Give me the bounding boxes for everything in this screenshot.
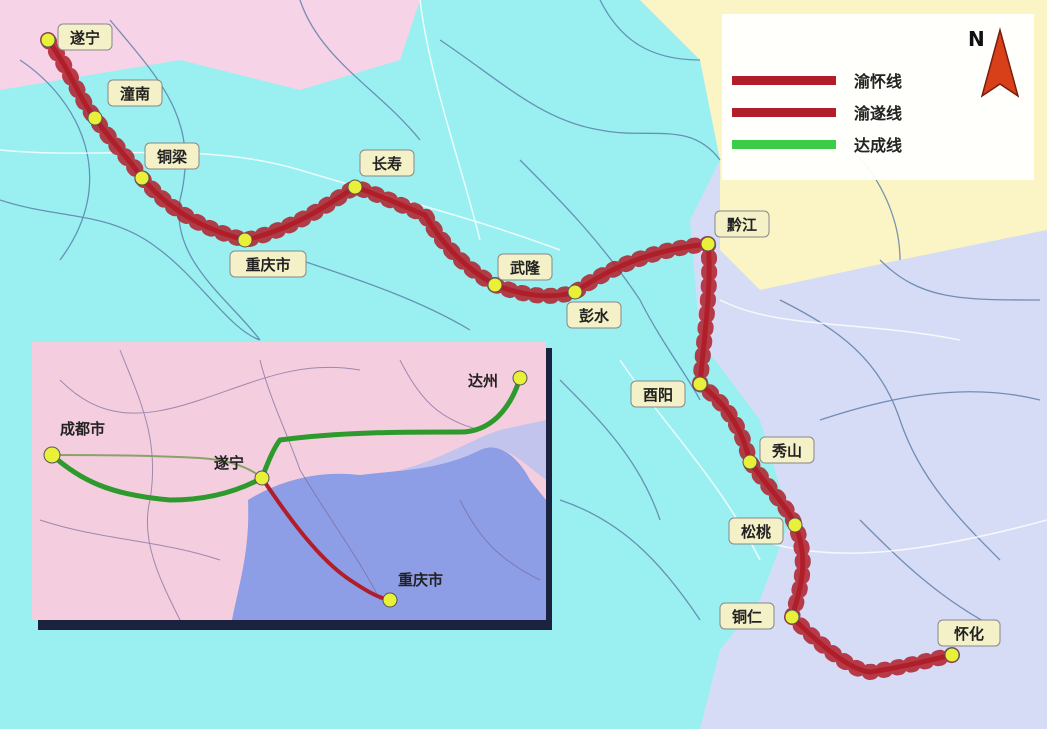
- station-pengshui[interactable]: 彭水: [566, 284, 622, 329]
- north-label: N: [968, 27, 985, 51]
- legend-swatch-yuhuai: [732, 76, 836, 85]
- inset-station-suining[interactable]: 遂宁: [214, 454, 270, 486]
- main-stations: 遂宁 潼南 铜梁 重庆市 长寿 武隆 彭: [40, 23, 1001, 663]
- region-pink-northwest: [0, 0, 420, 90]
- station-qianjiang[interactable]: 黔江: [700, 210, 770, 252]
- station-tongren[interactable]: 铜仁: [719, 602, 800, 630]
- station-label-songtao: 松桃: [741, 523, 771, 541]
- inset-label-chongqing: 重庆市: [398, 571, 443, 589]
- inset-region-lightblue: [400, 420, 546, 480]
- station-label-youyang: 酉阳: [643, 386, 673, 404]
- legend-label-yuhuai: 渝怀线: [854, 72, 902, 91]
- station-label-qianjiang: 黔江: [727, 216, 757, 234]
- inset-rail-dacheng: [49, 375, 523, 503]
- station-label-tongliang: 铜梁: [157, 148, 188, 166]
- station-tongnan[interactable]: 潼南: [87, 79, 163, 126]
- legend-box: [722, 14, 1034, 180]
- station-label-pengshui: 彭水: [579, 307, 610, 325]
- inset-station-chengdu[interactable]: 成都市: [43, 420, 105, 464]
- boundary-lines: [0, 0, 1041, 631]
- station-label-changshou: 长寿: [372, 155, 402, 173]
- station-label-tongnan: 潼南: [120, 85, 150, 103]
- legend-item-yuhuai: 渝怀线: [732, 72, 902, 91]
- station-label-tongren: 铜仁: [732, 608, 762, 626]
- inset-rail-chengdu-suining-light: [51, 454, 263, 479]
- inset-label-chengdu: 成都市: [60, 420, 105, 438]
- station-wulong[interactable]: 武隆: [487, 253, 553, 293]
- station-label-suining: 遂宁: [70, 29, 100, 47]
- station-label-xiushan: 秀山: [771, 442, 802, 460]
- legend-label-dacheng: 达成线: [854, 136, 902, 155]
- region-lavender-southeast: [700, 230, 1047, 729]
- legend-label-yusui: 渝遂线: [854, 104, 902, 123]
- legend-swatch-dacheng: [732, 140, 836, 149]
- station-xiushan[interactable]: 秀山: [742, 436, 815, 470]
- station-chongqing[interactable]: 重庆市: [229, 232, 307, 278]
- north-arrow: N: [968, 27, 1020, 98]
- inset-label-dazhou: 达州: [468, 372, 498, 390]
- station-youyang[interactable]: 酉阳: [630, 376, 708, 408]
- legend-swatch-yusui: [732, 108, 836, 117]
- station-label-wulong: 武隆: [510, 259, 541, 277]
- station-label-huaihua: 怀化: [954, 625, 984, 643]
- inset-label-suining: 遂宁: [214, 454, 244, 472]
- inset-station-dazhou[interactable]: 达州: [468, 370, 528, 390]
- inset-rail-yusui: [260, 476, 392, 602]
- station-tongliang[interactable]: 铜梁: [134, 142, 200, 186]
- legend-item-yusui: 渝遂线: [732, 104, 902, 123]
- station-songtao[interactable]: 松桃: [728, 517, 803, 545]
- station-label-chongqing: 重庆市: [245, 256, 290, 274]
- legend-item-dacheng: 达成线: [732, 136, 902, 155]
- legend: 渝怀线 渝遂线 达成线 N: [722, 14, 1034, 180]
- station-changshou[interactable]: 长寿: [347, 149, 415, 195]
- north-arrow-icon: [980, 27, 1020, 98]
- station-suining[interactable]: 遂宁: [40, 23, 113, 51]
- inset-map: 达州 成都市 遂宁 重庆市: [32, 342, 552, 630]
- inset-station-chongqing[interactable]: 重庆市: [382, 571, 443, 608]
- station-huaihua[interactable]: 怀化: [937, 619, 1001, 663]
- inset-region-blue: [232, 447, 546, 620]
